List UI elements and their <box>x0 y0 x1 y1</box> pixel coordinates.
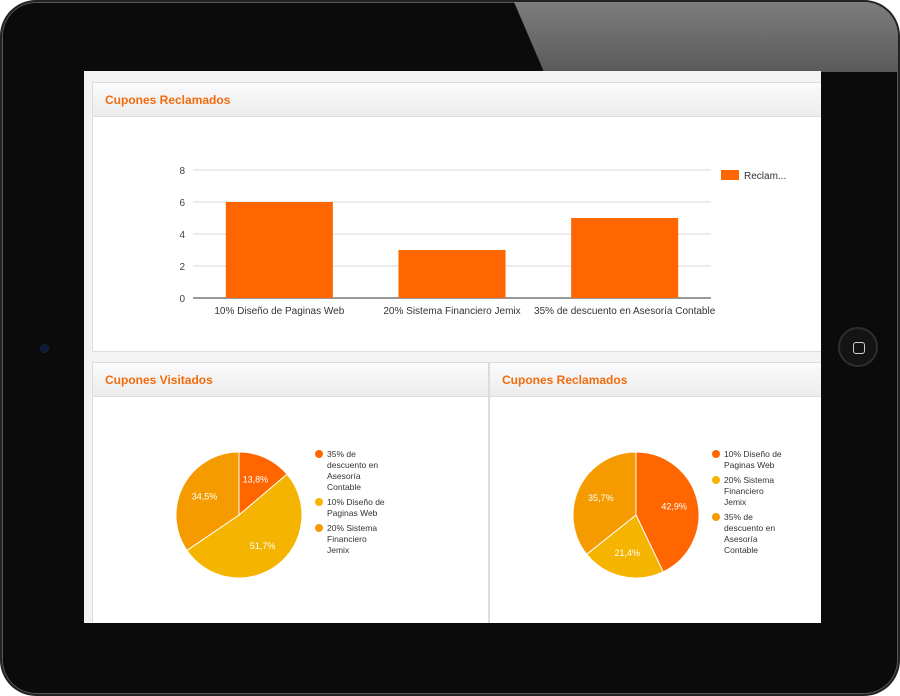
screen: Cupones Reclamados 0 2 4 6 8 10% Diseño de Pa… <box>84 71 821 623</box>
legend-label: 20% Sistema Financiero Jemix <box>724 475 774 507</box>
legend-dot <box>315 450 323 458</box>
slice-value-label: 51,7% <box>250 541 276 551</box>
y-tick-label: 6 <box>179 198 185 209</box>
panel-cupones-reclamados-bar: Cupones Reclamados 0 2 4 6 8 10% Diseño de Pa… <box>92 82 821 352</box>
slice-value-label: 21,4% <box>614 548 640 558</box>
bezel-glare <box>514 2 898 72</box>
y-tick-label: 8 <box>179 166 185 177</box>
home-square-icon <box>853 342 865 354</box>
bar-chart: 0 2 4 6 8 10% Diseño de Paginas Web 20% Sistem… <box>179 166 786 317</box>
panel-cupones-visitados: Cupones Visitados 13,8% 51,7% 34,5% 35% de d… <box>92 362 489 623</box>
legend-dot <box>315 524 323 532</box>
legend-label: 10% Diseño de Paginas Web <box>724 449 782 470</box>
bar <box>225 202 333 298</box>
pie-slice <box>586 514 664 579</box>
pie-slice <box>635 451 700 573</box>
legend-label: Reclam... <box>744 171 786 182</box>
panel-title: Cupones Visitados <box>93 363 488 397</box>
legend-label: 35% de descuento en Asesoría Contable <box>724 512 775 555</box>
legend-dot <box>712 476 720 484</box>
x-tick-label: 20% Sistema Financiero Jemix <box>383 306 520 317</box>
legend-label: 20% Sistema Financiero Jemix <box>327 523 377 555</box>
pie-slice <box>186 473 303 579</box>
y-tick-label: 0 <box>179 294 185 305</box>
slice-value-label: 42,9% <box>661 501 687 511</box>
pie-slice <box>175 451 240 552</box>
panel-cupones-reclamados-pie: Cupones Reclamados 42,9% 21,4% 35,7% 10% Di… <box>489 362 821 623</box>
legend-label: 10% Diseño de Paginas Web <box>327 497 385 518</box>
panel-title: Cupones Reclamados <box>490 363 821 397</box>
camera-icon <box>40 344 49 353</box>
pie-chart-visitados: 13,8% 51,7% 34,5% 35% de descuento en Asesorí… <box>175 449 385 579</box>
bar <box>398 250 506 298</box>
legend-dot <box>315 498 323 506</box>
pie-chart-reclamados: 42,9% 21,4% 35,7% 10% Diseño de Paginas Web 2… <box>572 449 782 579</box>
slice-value-label: 35,7% <box>588 493 614 503</box>
bar <box>571 218 679 298</box>
pie-slice <box>238 451 288 517</box>
slice-value-label: 13,8% <box>243 475 269 485</box>
pie-slice <box>572 451 637 555</box>
x-tick-label: 10% Diseño de Paginas Web <box>214 306 344 317</box>
legend-dot <box>712 513 720 521</box>
legend-dot <box>712 450 720 458</box>
x-tick-label: 35% de descuento en Asesoría Contable <box>534 306 716 317</box>
panel-title: Cupones Reclamados <box>93 83 821 117</box>
home-button[interactable] <box>838 327 878 367</box>
legend-label: 35% de descuento en Asesoría Contable <box>327 449 378 492</box>
y-tick-label: 2 <box>179 262 185 273</box>
slice-value-label: 34,5% <box>192 492 218 502</box>
y-tick-label: 4 <box>179 230 185 241</box>
legend-swatch <box>721 170 739 180</box>
